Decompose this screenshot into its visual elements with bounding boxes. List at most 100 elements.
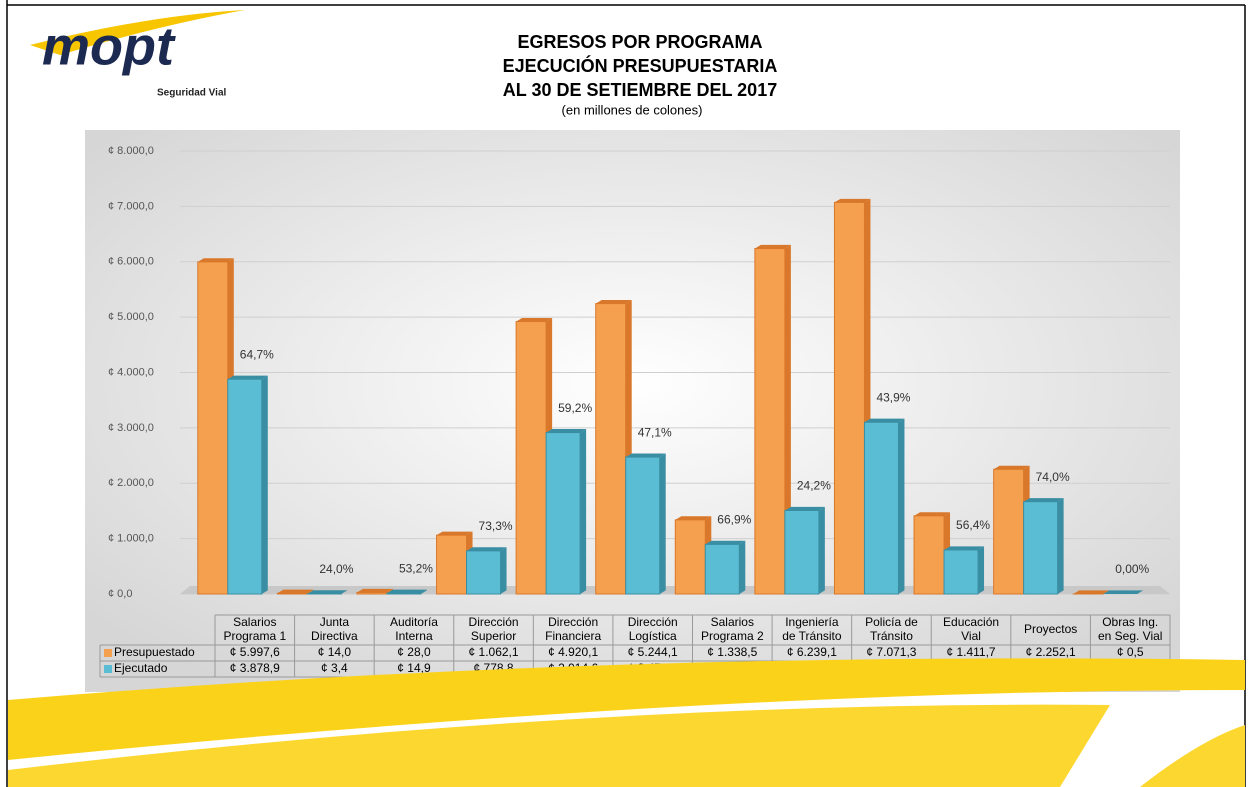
bar-top [705,540,746,545]
percent-label: 73,3% [479,519,513,533]
bar-side [341,590,348,594]
x-tick-label: Vial [961,629,981,643]
bar-front [625,456,661,595]
table-value: ¢ 1.062,1 [469,645,519,659]
bar-top [784,506,825,511]
x-tick-label: Policía de [865,615,918,629]
x-tick-label: Financiera [545,629,601,643]
bar-front [784,509,820,595]
x-tick-label: Salarios [233,615,276,629]
percent-label: 24,2% [797,479,831,493]
bar-side [784,244,791,594]
bar [1023,498,1064,595]
table-value: ¢ 14,9 [397,661,431,675]
bar [784,506,825,595]
x-tick-label: Programa 2 [701,629,764,643]
table-value: ¢ 7.071,3 [866,645,916,659]
bar [386,589,427,595]
table-value: ¢ 6.239,1 [787,645,837,659]
bar-top [386,589,427,594]
x-tick-label: Junta [320,615,350,629]
bar-front [386,592,422,595]
bar-front [356,591,388,595]
x-tick-label: Superior [471,629,516,643]
y-tick-label: ¢ 1.000,0 [108,533,154,545]
table-value: ¢ 5.244,1 [628,645,678,659]
swoosh [8,704,1110,787]
bar [595,300,632,595]
bar [1072,590,1110,595]
y-tick-label: ¢ 6.000,0 [108,256,154,268]
bar-front [545,432,581,595]
table-value: ¢ 1.411,7 [946,645,995,659]
bar-top [1023,498,1064,502]
bar [545,429,587,595]
bar-front [227,378,263,595]
bar-front [466,550,502,595]
x-tick-label: Interna [395,629,433,643]
percent-label: 47,1% [638,425,672,439]
bar-top [944,546,985,550]
bar-top [307,590,348,594]
table-value: ¢ 14,0 [318,645,352,659]
bar-front [943,549,979,595]
x-tick-label: Educación [943,615,999,629]
bar-front [833,201,865,595]
bar-top [356,588,393,593]
bar-top [993,465,1030,470]
percent-label: 24,0% [319,562,353,576]
x-tick-label: Tránsito [870,629,913,643]
bar-front [704,543,740,595]
bar-side [739,540,746,594]
bar-side [500,547,507,594]
percent-label: 0,00% [1115,562,1149,576]
bar-front [515,321,547,595]
table-value: ¢ 4.920,1 [548,645,598,659]
bar-side [659,453,666,594]
logo-swoosh [30,10,245,55]
bar-top [436,531,473,536]
bar-side [580,429,587,594]
swoosh [8,658,1245,760]
table-value: ¢ 3,4 [321,661,348,675]
bar-top [546,429,587,433]
bar-top [1103,590,1144,594]
bar-front [197,261,229,595]
x-tick-label: Dirección [469,615,519,629]
x-tick-label: Salarios [711,615,754,629]
logo-tagline: Seguridad Vial [157,88,227,99]
percent-label: 66,9% [717,513,751,527]
percent-label: 43,9% [876,390,910,404]
bar-side [818,506,825,594]
bar-front [754,248,786,595]
legend-label: Ejecutado [114,661,168,675]
x-tick-label: Auditoría [390,615,438,629]
percent-label: 56,4% [956,518,990,532]
bar-front [595,303,627,595]
bar-front [993,468,1025,595]
swoosh [1140,725,1245,787]
bar [754,244,791,595]
bar-front [863,421,899,595]
bar [704,540,746,595]
table-value: ¢ 1.338,5 [707,645,757,659]
y-tick-label: ¢ 3.000,0 [108,422,154,434]
bar-front [276,592,308,595]
bar-side [307,589,314,594]
bar-top [197,258,234,262]
bar-top [277,589,314,594]
bar [863,418,905,595]
x-tick-label: Ingeniería [785,615,839,629]
bar [227,375,268,595]
bar-side [420,589,427,594]
percent-label: 74,0% [1036,470,1070,484]
legend-label: Presupuestado [114,645,195,659]
table-value: ¢ 5.997,6 [230,645,280,659]
bar-top [466,547,507,551]
legend-swatch [104,665,112,673]
table-value: ¢ 28,0 [397,645,431,659]
y-tick-label: ¢ 8.000,0 [108,145,154,157]
y-tick-label: ¢ 5.000,0 [108,311,154,323]
bar-front [1023,501,1059,595]
bar-top [864,418,905,423]
